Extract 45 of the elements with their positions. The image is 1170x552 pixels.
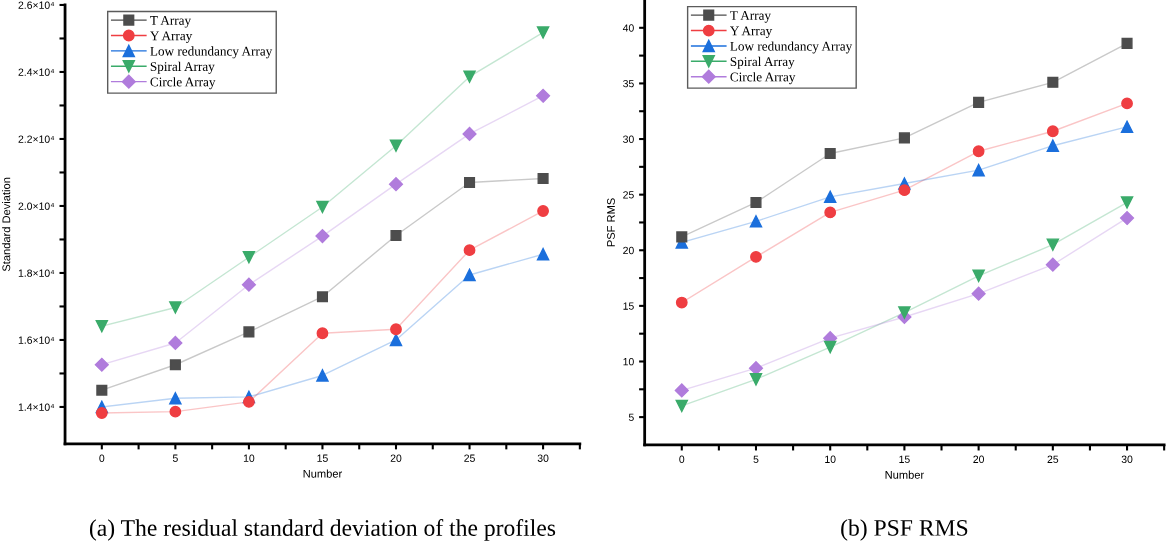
legend-label: T Array [150, 16, 192, 28]
y-tick-label: 5 [628, 413, 634, 421]
x-tick-label: 25 [464, 454, 475, 462]
y-tick-label: 2.2×10⁴ [18, 135, 55, 143]
y-axis-title: Standard Deviation [2, 177, 11, 272]
y-tick-label: 1.4×10⁴ [18, 403, 55, 411]
y-tick-label: 2.0×10⁴ [18, 202, 55, 210]
y-axis-title: PSF RMS [607, 198, 615, 247]
y-tick-label: 2.4×10⁴ [18, 68, 55, 76]
x-tick-label: 5 [753, 455, 759, 463]
legend-label: Y Array [730, 26, 773, 39]
y-tick-label: 10 [623, 357, 634, 366]
legend-label: Spiral Array [150, 61, 215, 74]
legend-label: T Array [730, 11, 771, 23]
y-tick-label: 1.6×10⁴ [18, 336, 55, 344]
x-tick-label: 25 [1047, 455, 1059, 463]
legend-label: Circle Array [730, 72, 796, 85]
x-tick-label: 10 [243, 454, 255, 462]
y-tick-label: 25 [623, 191, 634, 199]
x-tick-label: 0 [679, 455, 685, 463]
x-tick-label: 20 [973, 455, 985, 463]
y-tick-label: 20 [623, 246, 634, 255]
text: (a) The residual standard deviation of the profiles [89, 519, 556, 541]
x-tick-label: 30 [1121, 455, 1133, 463]
text: (b) PSF RMS [841, 519, 968, 541]
y-tick-label: 2.6×10⁴ [18, 1, 55, 9]
legend-label: Low redundancy Array [730, 41, 853, 54]
y-tick-label: 1.8×10⁴ [18, 269, 55, 277]
x-tick-label: 15 [317, 454, 328, 462]
x-tick-label: 10 [825, 455, 836, 463]
legend-label: Y Array [150, 31, 193, 43]
x-tick-label: 15 [899, 455, 910, 463]
legend-label: Low redundancy Array [150, 46, 273, 59]
y-tick-label: 35 [623, 79, 634, 88]
legend-label: Spiral Array [730, 56, 795, 69]
legend-label: Circle Array [150, 77, 216, 90]
y-tick-label: 40 [622, 24, 634, 32]
x-tick-label: 20 [390, 454, 402, 462]
y-tick-label: 15 [623, 302, 634, 310]
x-tick-label: 30 [537, 454, 549, 462]
y-tick-label: 30 [623, 135, 634, 143]
x-axis-title: Number [885, 470, 924, 479]
x-tick-label: 5 [172, 454, 178, 462]
x-tick-label: 0 [99, 454, 105, 462]
x-axis-title: Number [303, 469, 343, 478]
